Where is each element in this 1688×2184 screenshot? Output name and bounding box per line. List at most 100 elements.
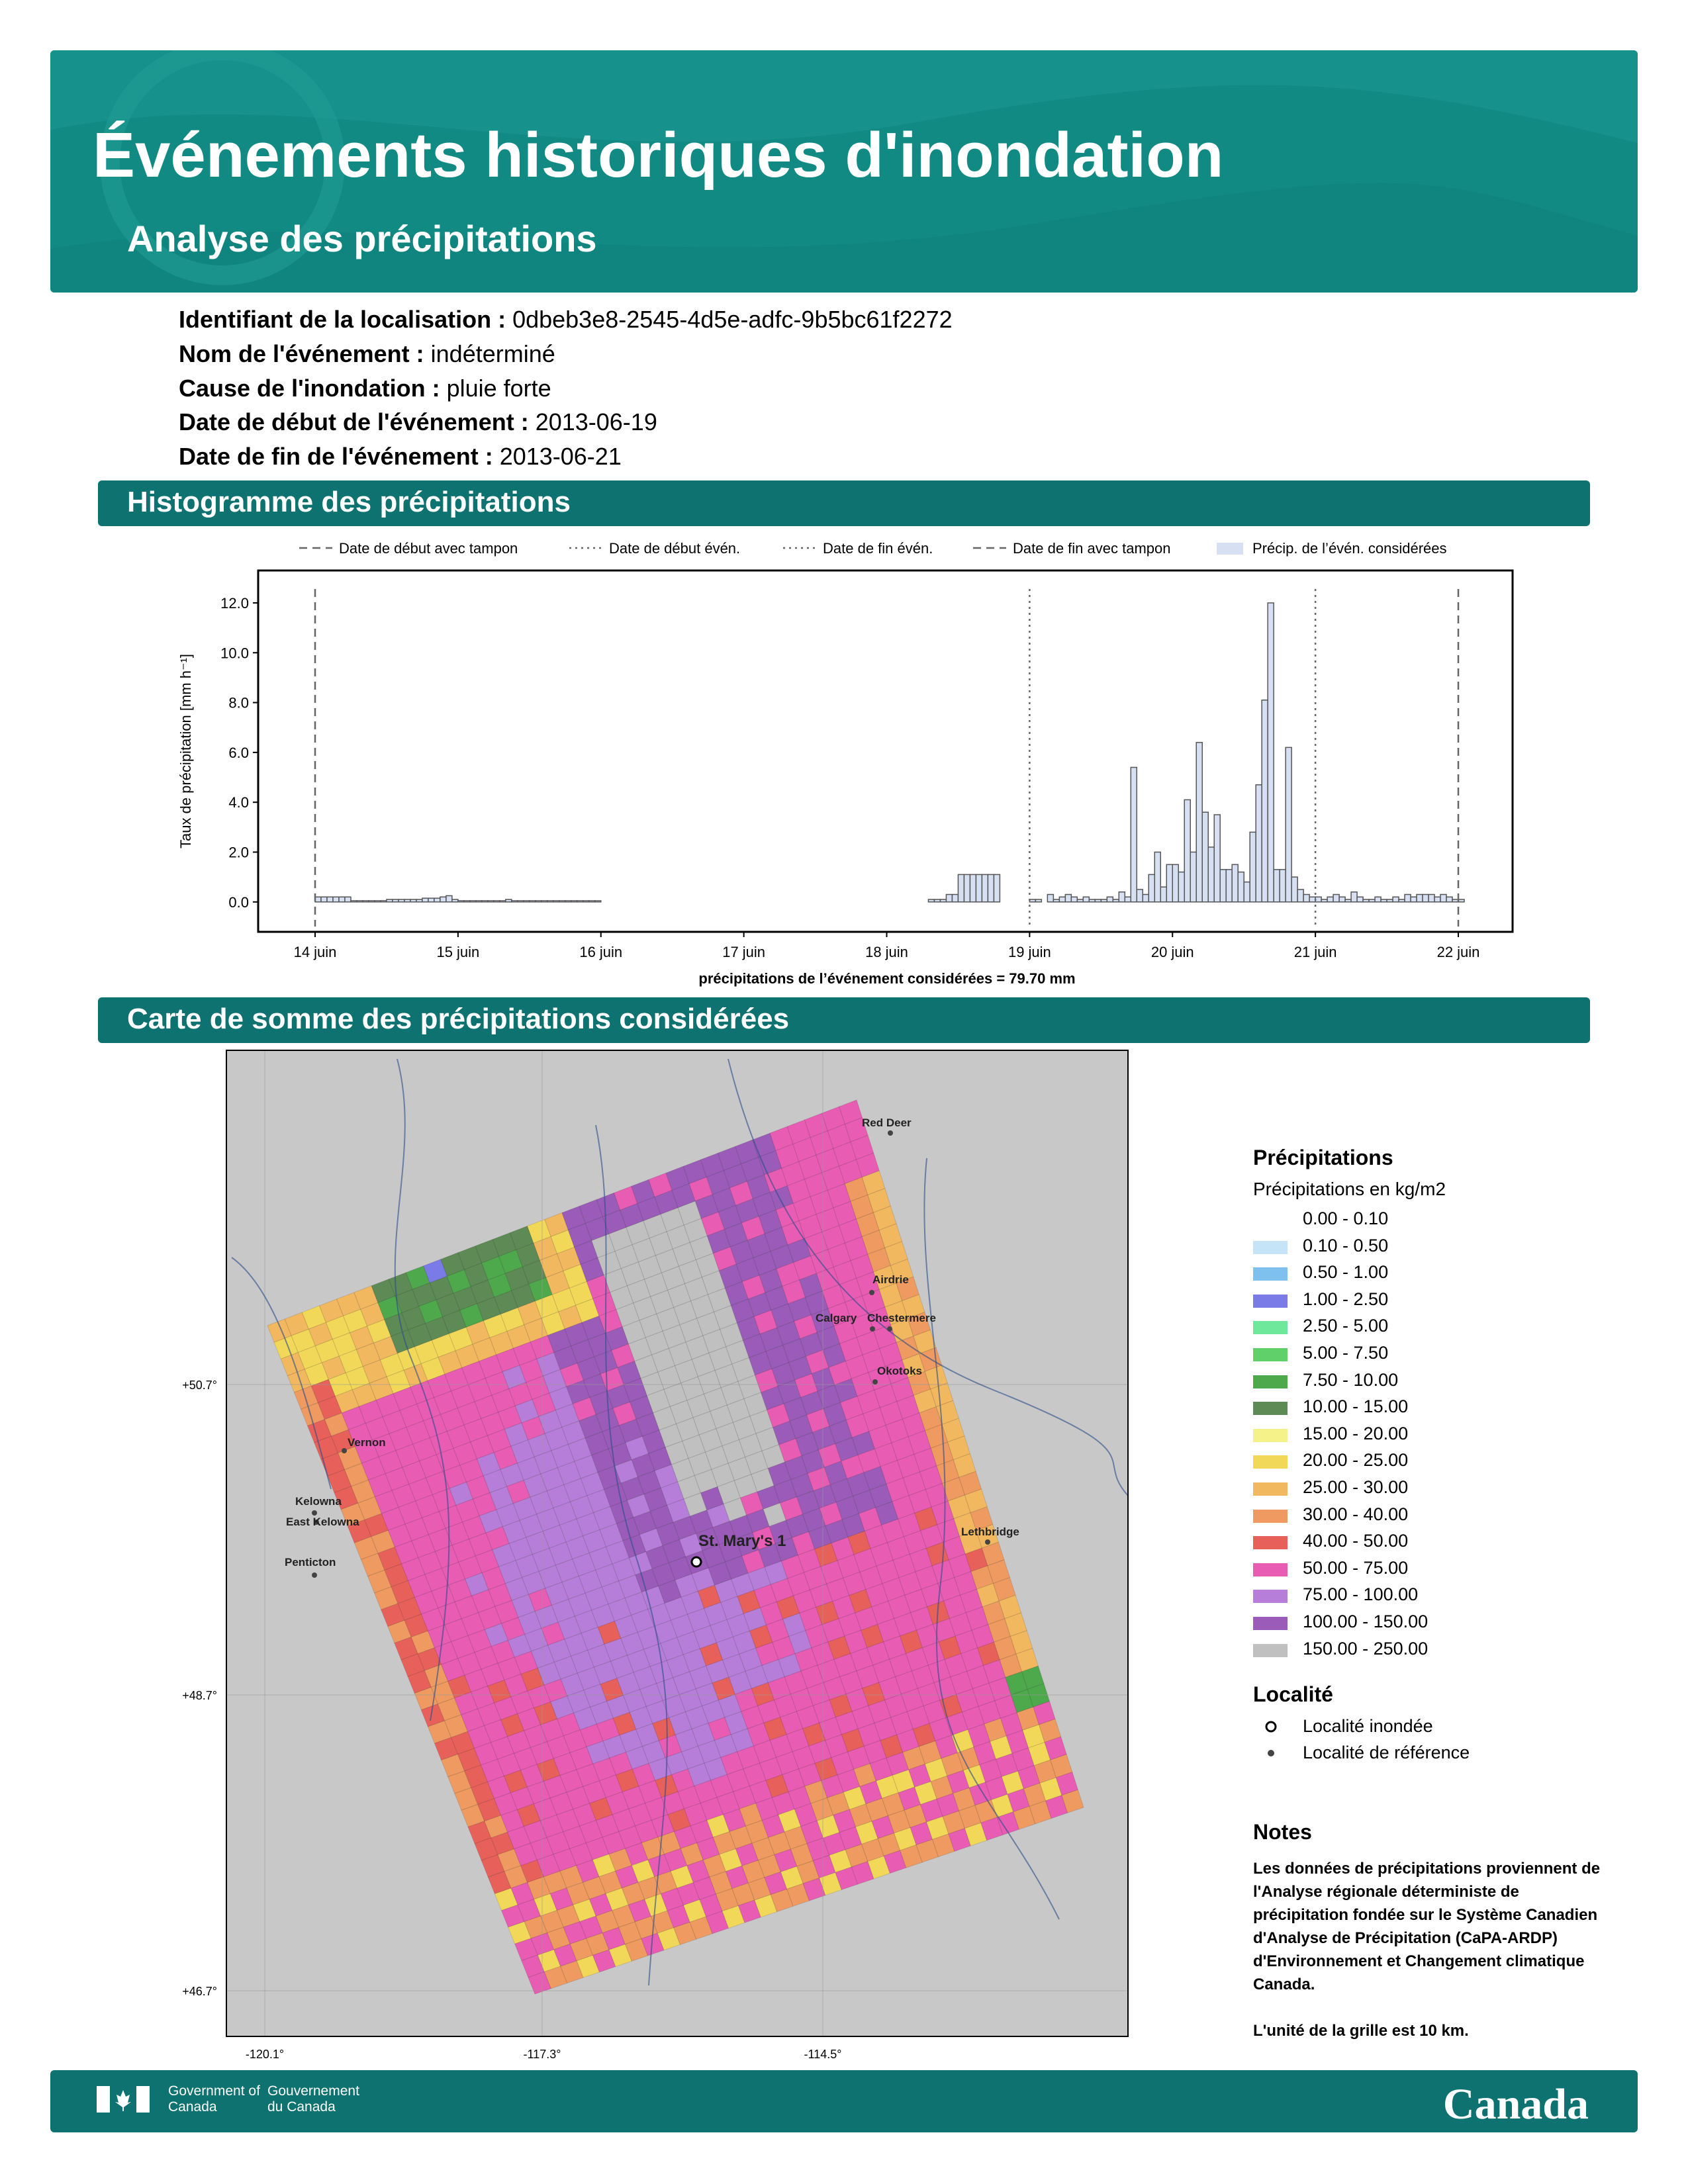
- bar: [451, 899, 459, 903]
- legend-swatch: [1253, 1509, 1288, 1523]
- legend-swatch: [1253, 1482, 1288, 1496]
- bar: [344, 896, 352, 903]
- bar: [1422, 893, 1429, 903]
- x-tick-label: 18 juin: [865, 944, 908, 960]
- reference-locality: [985, 1539, 990, 1545]
- bar: [571, 900, 578, 903]
- legend-swatch: [1253, 1536, 1288, 1550]
- place-label: Penticton: [285, 1556, 336, 1569]
- place-label: Okotoks: [877, 1365, 922, 1377]
- legend-swatch: [1253, 1375, 1288, 1388]
- field: Nom de l'événement : indéterminé: [179, 340, 555, 368]
- map-cell: [1061, 1789, 1084, 1813]
- legend-label: 0.50 - 1.00: [1303, 1262, 1389, 1283]
- field-label: Date de fin de l'événement :: [179, 443, 493, 470]
- river: [394, 1058, 450, 1721]
- legend-label: 5.00 - 7.50: [1303, 1343, 1389, 1363]
- bar: [469, 900, 477, 903]
- river: [923, 1158, 1060, 1920]
- bar: [505, 899, 512, 903]
- bar: [338, 896, 346, 903]
- bar: [1088, 899, 1096, 903]
- bar: [523, 900, 530, 903]
- bar: [1398, 899, 1405, 903]
- bar: [362, 900, 369, 903]
- legend-label: Date de fin avec tampon: [1013, 540, 1170, 557]
- header-decoration: [50, 50, 1638, 293]
- river: [595, 1124, 668, 1986]
- bar: [517, 900, 524, 903]
- bar: [1410, 896, 1417, 903]
- legend-label: 7.50 - 10.00: [1303, 1369, 1399, 1390]
- bar: [969, 874, 977, 903]
- bar: [440, 896, 447, 903]
- bar: [1053, 899, 1060, 903]
- notes: Les données de précipitations proviennen…: [1253, 1857, 1611, 2066]
- bar: [326, 896, 334, 903]
- bar: [565, 900, 572, 903]
- bar: [410, 899, 417, 903]
- header-banner: [50, 50, 1638, 293]
- bar: [1428, 893, 1435, 903]
- reference-locality: [870, 1326, 875, 1332]
- field: Cause de l'inondation : pluie forte: [179, 375, 551, 402]
- bar: [1237, 871, 1244, 903]
- field-label: Nom de l'événement :: [179, 340, 424, 367]
- field-value: indéterminé: [430, 340, 555, 367]
- legend-swatch: [1253, 1240, 1288, 1254]
- bar: [933, 899, 941, 903]
- bar: [987, 874, 995, 903]
- notes-title: Notes: [1253, 1820, 1312, 1844]
- bar: [380, 900, 387, 903]
- bar: [939, 899, 947, 903]
- bar: [499, 900, 506, 903]
- locality-item: Localité inondée: [1303, 1716, 1433, 1736]
- bar: [1201, 811, 1209, 903]
- bar: [1231, 864, 1239, 903]
- bar: [535, 900, 542, 903]
- bar: [529, 900, 536, 903]
- bar: [1160, 886, 1168, 903]
- place-label: Calgary: [816, 1312, 857, 1324]
- bar: [314, 896, 322, 903]
- x-tick-label: 15 juin: [436, 944, 479, 960]
- reference-locality: [888, 1130, 893, 1136]
- bar: [945, 893, 953, 903]
- place-label: Lethbridge: [961, 1525, 1019, 1538]
- bar: [1076, 899, 1084, 903]
- legend-swatch: [1253, 1643, 1288, 1657]
- bar: [1321, 899, 1328, 903]
- x-tick-label: 20 juin: [1151, 944, 1194, 960]
- legend-patch: [1217, 543, 1243, 555]
- plot-frame: [257, 569, 1514, 933]
- bar: [1249, 831, 1256, 903]
- bar: [993, 874, 1001, 903]
- field-value: 0dbeb3e8-2545-4d5e-adfc-9b5bc61f2272: [512, 306, 953, 333]
- legend-label: 2.50 - 5.00: [1303, 1316, 1389, 1336]
- bar: [1047, 893, 1055, 903]
- bar: [350, 900, 357, 903]
- legend-swatch: [1253, 1428, 1288, 1442]
- bar: [1416, 893, 1423, 903]
- bar: [1452, 899, 1459, 903]
- bar: [1404, 893, 1411, 903]
- notes-paragraph: Les données de précipitations proviennen…: [1253, 1860, 1601, 1993]
- bar: [957, 874, 965, 903]
- place-label: Airdrie: [872, 1273, 909, 1286]
- bar: [1243, 881, 1250, 903]
- bar: [1303, 893, 1310, 903]
- footer: Government of Canada Gouvernement du Can…: [50, 2070, 1638, 2132]
- bar: [1362, 899, 1370, 903]
- legend-swatch: [1253, 1563, 1288, 1576]
- field-label: Identifiant de la localisation :: [179, 306, 506, 333]
- bar: [404, 899, 411, 903]
- legend-label: 30.00 - 40.00: [1303, 1504, 1409, 1524]
- y-tick-label: 6.0: [228, 745, 249, 761]
- bar: [1100, 899, 1108, 903]
- legend-label: 75.00 - 100.00: [1303, 1584, 1419, 1605]
- legend-label: 40.00 - 50.00: [1303, 1531, 1409, 1551]
- bar: [1386, 899, 1393, 903]
- map-overlay: +50.7° +48.7° +46.7° -120.1° -117.3° -114.5° R…: [182, 1050, 1129, 2061]
- bar: [356, 900, 363, 903]
- legend-swatch: [1253, 1590, 1288, 1604]
